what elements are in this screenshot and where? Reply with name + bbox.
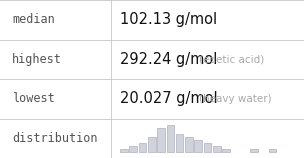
Bar bbox=[204, 143, 211, 152]
Bar bbox=[250, 149, 258, 152]
Bar bbox=[120, 149, 128, 152]
Bar bbox=[185, 137, 193, 152]
Text: distribution: distribution bbox=[12, 132, 98, 145]
Bar bbox=[195, 140, 202, 152]
Bar bbox=[222, 149, 230, 152]
Bar bbox=[130, 146, 137, 152]
Text: median: median bbox=[12, 13, 55, 26]
Text: (heavy water): (heavy water) bbox=[199, 94, 271, 104]
Bar bbox=[167, 125, 174, 152]
Bar bbox=[139, 143, 146, 152]
Text: 102.13 g/mol: 102.13 g/mol bbox=[120, 12, 217, 27]
Text: highest: highest bbox=[12, 53, 62, 66]
Bar bbox=[269, 149, 276, 152]
Text: 20.027 g/mol: 20.027 g/mol bbox=[120, 91, 218, 106]
Text: lowest: lowest bbox=[12, 92, 55, 105]
Text: (edetic acid): (edetic acid) bbox=[199, 54, 264, 64]
Bar bbox=[176, 134, 184, 152]
Bar bbox=[148, 137, 156, 152]
Bar bbox=[213, 146, 221, 152]
Text: 292.24 g/mol: 292.24 g/mol bbox=[120, 52, 217, 67]
Bar bbox=[157, 128, 165, 152]
